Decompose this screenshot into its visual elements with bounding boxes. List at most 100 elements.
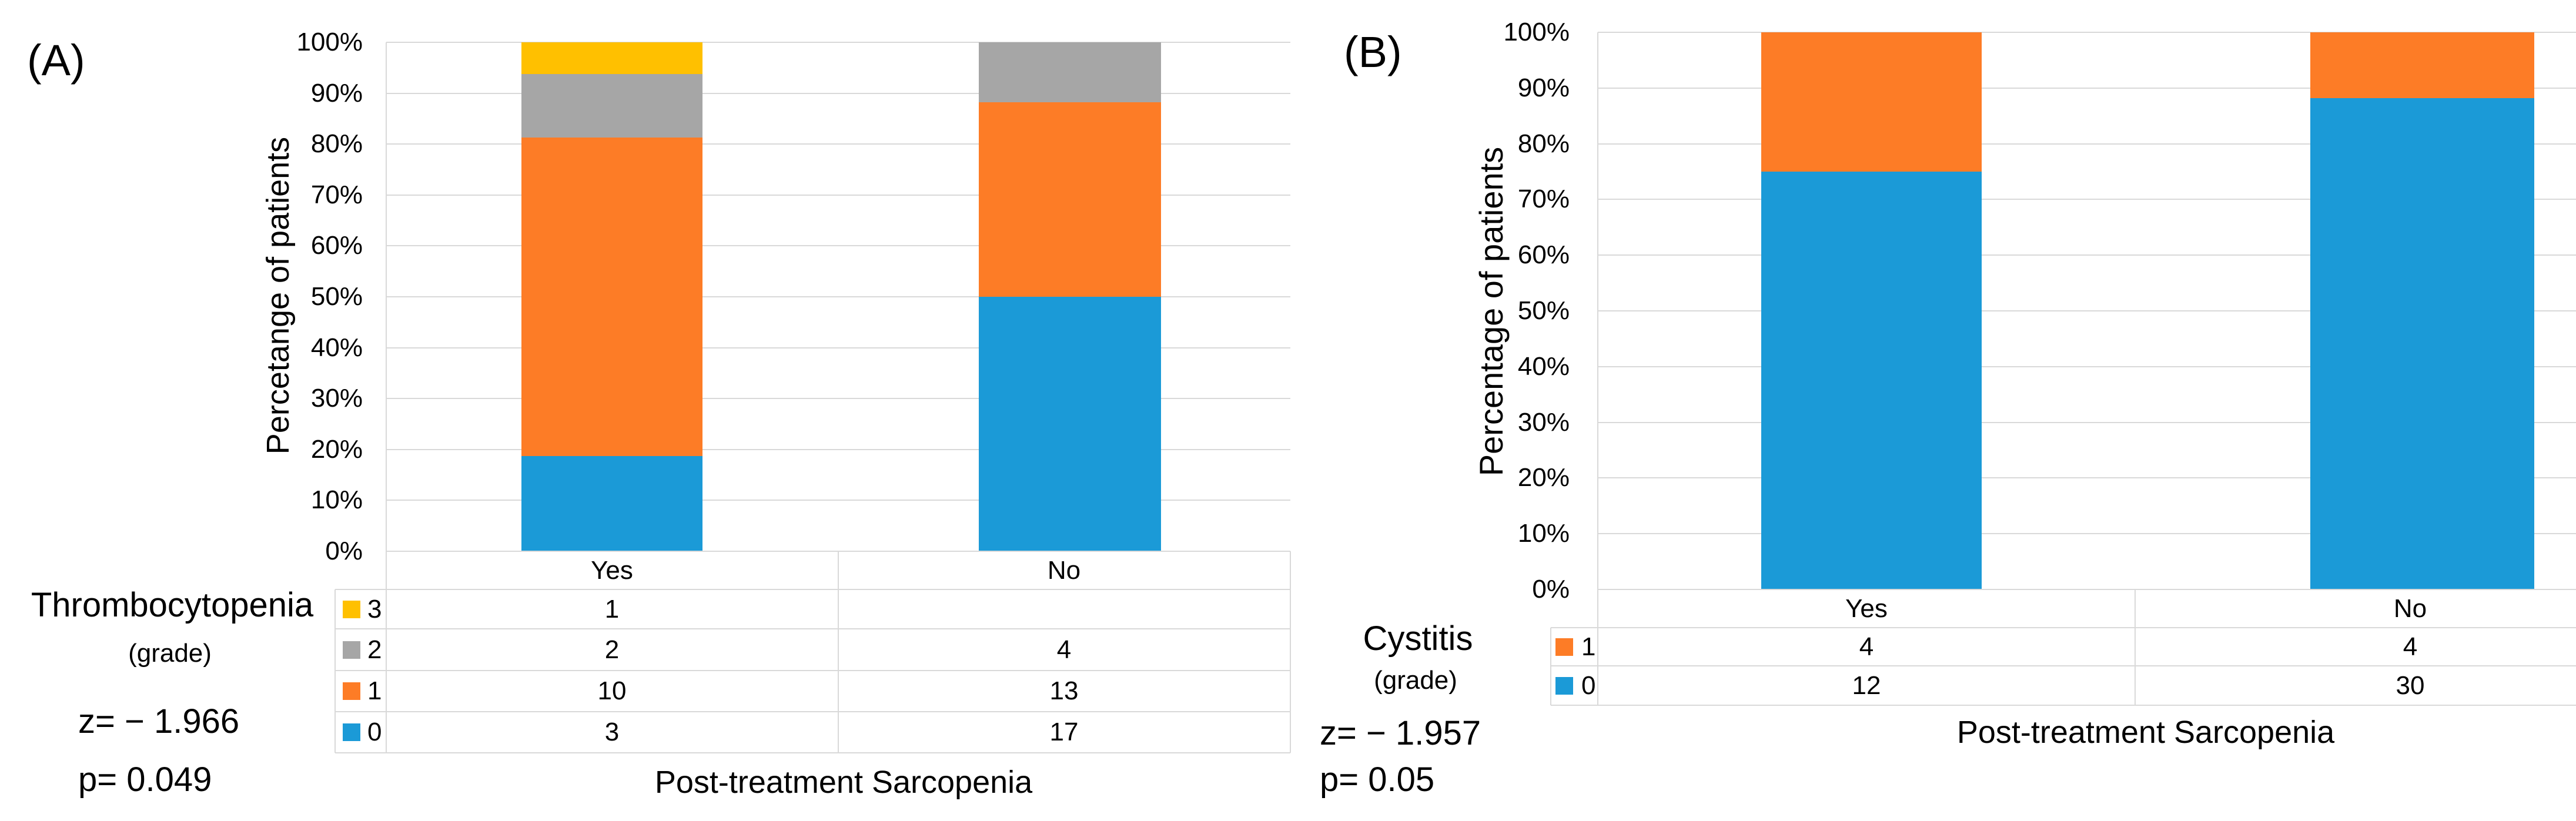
table-value: 1 bbox=[604, 594, 620, 624]
y-tick-label: 70% bbox=[310, 180, 363, 209]
table-line bbox=[1598, 589, 2576, 590]
gridline bbox=[1598, 477, 2576, 479]
table-value: 4 bbox=[1859, 632, 1874, 661]
bar-segment-a-yes-grade1 bbox=[521, 138, 702, 456]
table-value: 17 bbox=[1049, 718, 1079, 746]
y-tick-label: 60% bbox=[1517, 240, 1570, 270]
bar-segment-b-no-grade0 bbox=[2310, 98, 2534, 589]
legend-swatch-grade0 bbox=[343, 723, 360, 741]
gridline bbox=[1598, 421, 2576, 423]
legend-grade-label: 2 bbox=[367, 635, 382, 664]
legend-swatch-grade2 bbox=[343, 641, 360, 659]
panel-a-legend-subtitle: (grade) bbox=[128, 639, 212, 668]
gridline bbox=[386, 448, 1290, 450]
gridline bbox=[1598, 87, 2576, 89]
bar-segment-a-no-grade1 bbox=[979, 102, 1161, 297]
table-value: 10 bbox=[597, 676, 627, 705]
table-value: 4 bbox=[2403, 632, 2418, 661]
table-value: 3 bbox=[604, 718, 620, 746]
bar-segment-a-yes-grade2 bbox=[521, 74, 702, 138]
panel-a-x-axis-title: Post-treatment Sarcopenia bbox=[654, 765, 1033, 800]
category-label-yes: Yes bbox=[1845, 594, 1888, 623]
panel-a-legend-title: Thrombocytopenia bbox=[31, 586, 314, 624]
gridline bbox=[1598, 32, 2576, 33]
table-line bbox=[1551, 627, 2576, 628]
gridline bbox=[1598, 533, 2576, 535]
y-tick-label: 30% bbox=[1517, 407, 1570, 437]
gridline bbox=[386, 398, 1290, 400]
category-label-yes: Yes bbox=[591, 555, 633, 585]
table-line bbox=[335, 589, 1290, 590]
table-line bbox=[1550, 628, 1551, 705]
panel-b-legend-title: Cystitis bbox=[1363, 619, 1473, 658]
table-line bbox=[1551, 665, 2576, 666]
y-tick-label: 40% bbox=[310, 333, 363, 362]
legend-grade-label: 0 bbox=[367, 718, 382, 746]
table-line bbox=[386, 42, 387, 753]
y-tick-label: 80% bbox=[310, 129, 363, 159]
legend-grade-label: 3 bbox=[367, 594, 382, 624]
gridline bbox=[1598, 143, 2576, 145]
y-tick-label: 50% bbox=[1517, 296, 1570, 325]
gridline bbox=[386, 296, 1290, 297]
legend-swatch-grade0 bbox=[1555, 676, 1573, 695]
gridline bbox=[386, 500, 1290, 501]
y-tick-label: 100% bbox=[296, 28, 363, 56]
y-tick-label: 0% bbox=[325, 537, 363, 565]
gridline bbox=[1598, 199, 2576, 200]
table-line bbox=[1290, 551, 1291, 753]
legend-grade-label: 1 bbox=[367, 676, 382, 705]
table-line bbox=[335, 628, 1290, 629]
table-line bbox=[335, 670, 1290, 671]
table-value: 13 bbox=[1049, 676, 1079, 705]
panel-b-x-axis-title: Post-treatment Sarcopenia bbox=[1956, 715, 2335, 750]
legend-grade-label: 0 bbox=[1581, 671, 1596, 700]
gridline bbox=[386, 347, 1290, 348]
bar-segment-a-yes-grade0 bbox=[521, 455, 702, 551]
y-tick-label: 70% bbox=[1517, 185, 1570, 214]
table-line bbox=[2135, 589, 2136, 705]
panel-b-z-statistic: z= − 1.957 bbox=[1320, 714, 1481, 752]
panel-a-label: (A) bbox=[27, 36, 85, 85]
y-tick-label: 60% bbox=[310, 231, 363, 260]
legend-grade-label: 1 bbox=[1581, 632, 1596, 661]
table-line bbox=[1551, 705, 2576, 706]
gridline bbox=[386, 42, 1290, 43]
legend-swatch-grade1 bbox=[1555, 638, 1573, 656]
legend-swatch-grade3 bbox=[343, 600, 360, 618]
legend-swatch-grade1 bbox=[343, 682, 360, 700]
table-line bbox=[335, 711, 1290, 712]
table-value: 30 bbox=[2396, 671, 2425, 700]
gridline bbox=[386, 245, 1290, 247]
table-line bbox=[1597, 32, 1598, 705]
table-line bbox=[838, 551, 839, 753]
gridline bbox=[386, 194, 1290, 196]
y-tick-label: 20% bbox=[1517, 463, 1570, 492]
panel-a-z-statistic: z= − 1.966 bbox=[78, 702, 240, 740]
table-value: 2 bbox=[604, 635, 620, 664]
y-tick-label: 40% bbox=[1517, 351, 1570, 381]
table-value: 4 bbox=[1056, 635, 1072, 664]
bar-segment-a-yes-grade3 bbox=[521, 42, 702, 75]
panel-b-p-value: p= 0.05 bbox=[1320, 760, 1435, 799]
y-tick-label: 10% bbox=[310, 485, 363, 515]
category-label-no: No bbox=[2393, 594, 2427, 623]
table-line bbox=[334, 589, 336, 753]
y-tick-label: 0% bbox=[1532, 575, 1570, 604]
bar-segment-b-yes-grade0 bbox=[1761, 172, 1982, 589]
panel-b-label: (B) bbox=[1344, 28, 1402, 76]
table-line bbox=[335, 752, 1290, 753]
panel-a-p-value: p= 0.049 bbox=[78, 760, 212, 799]
gridline bbox=[386, 143, 1290, 145]
category-label-no: No bbox=[1047, 555, 1081, 585]
bar-segment-a-no-grade0 bbox=[979, 297, 1161, 551]
bar-segment-a-no-grade2 bbox=[979, 42, 1161, 102]
gridline bbox=[1598, 366, 2576, 367]
gridline bbox=[1598, 254, 2576, 256]
bar-segment-b-no-grade1 bbox=[2310, 32, 2534, 98]
y-tick-label: 100% bbox=[1503, 18, 1570, 46]
y-tick-label: 10% bbox=[1517, 519, 1570, 548]
y-tick-label: 50% bbox=[310, 282, 363, 311]
gridline bbox=[1598, 310, 2576, 311]
